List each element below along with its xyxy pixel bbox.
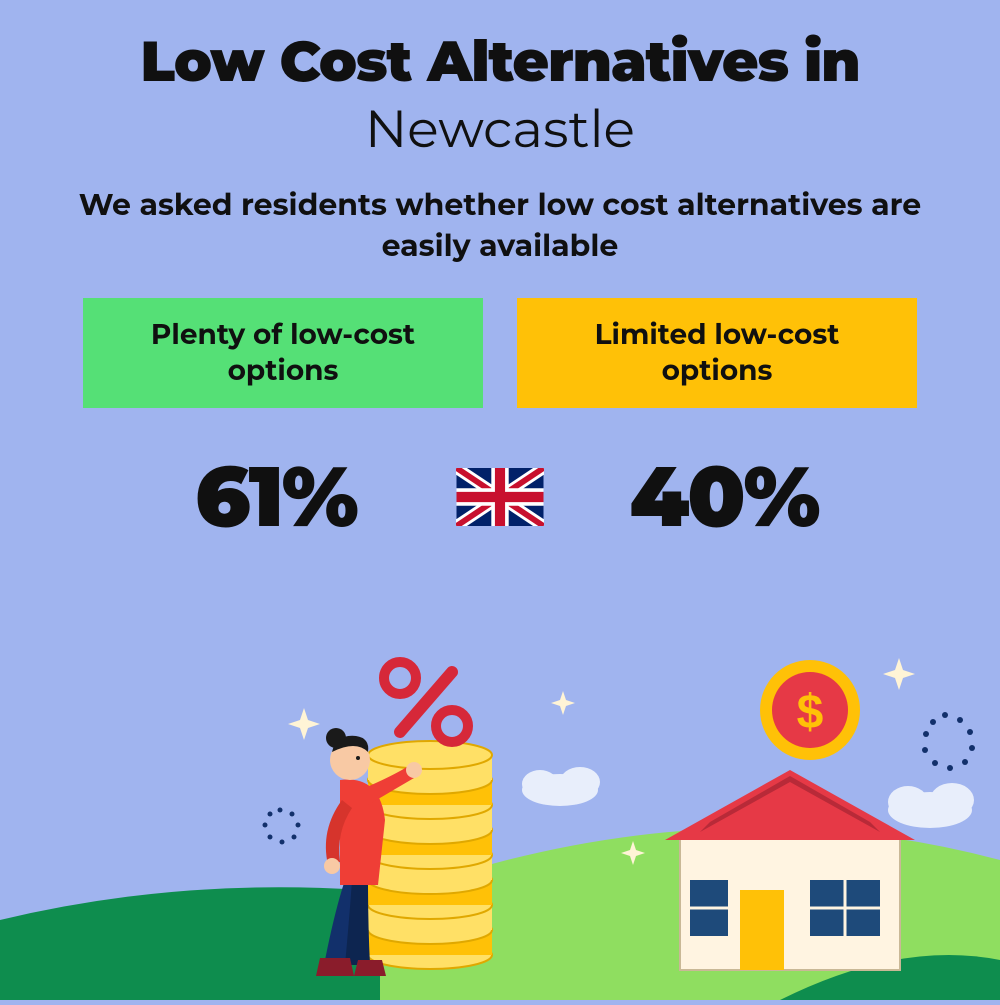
title-line-2: Newcastle [0, 98, 1000, 161]
option-boxes: Plenty of low-cost options Limited low-c… [0, 298, 1000, 408]
svg-text:$: $ [797, 686, 824, 739]
stat-right: 40% [584, 446, 864, 548]
coin-stack-icon [368, 741, 492, 969]
box-plenty: Plenty of low-cost options [83, 298, 483, 408]
uk-flag-icon [456, 468, 544, 526]
title-line-1: Low Cost Alternatives in [0, 0, 1000, 96]
cloud-left [522, 767, 600, 806]
cloud-right [888, 783, 974, 828]
dollar-coin-icon: $ [760, 660, 860, 760]
stats-row: 61% 40% [0, 446, 1000, 548]
stat-left: 61% [136, 446, 416, 548]
dotted-burst-icon [922, 712, 975, 771]
illustration: $ [0, 600, 1000, 1000]
box-limited: Limited low-cost options [517, 298, 917, 408]
percent-icon [384, 662, 468, 742]
subtitle: We asked residents whether low cost alte… [0, 185, 1000, 266]
house-icon [665, 770, 915, 970]
dotted-burst-small-icon [263, 808, 301, 845]
